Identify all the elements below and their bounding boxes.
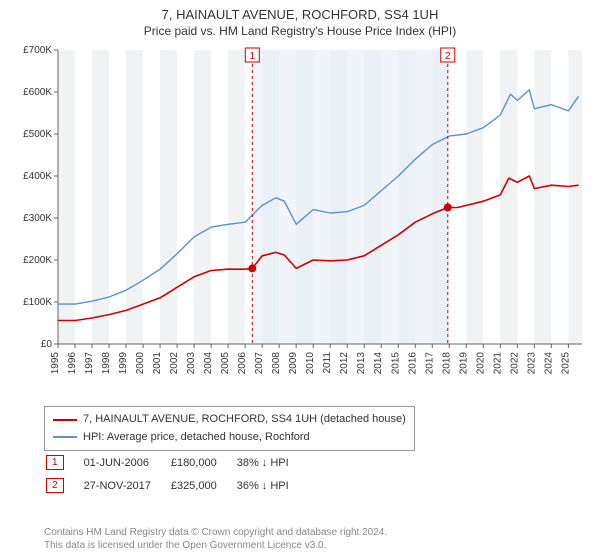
svg-text:2025: 2025 <box>560 352 571 375</box>
svg-text:2013: 2013 <box>356 352 367 375</box>
svg-text:2011: 2011 <box>322 352 333 374</box>
legend-swatch <box>53 419 77 421</box>
svg-text:2018: 2018 <box>441 352 452 375</box>
svg-text:2019: 2019 <box>458 352 469 375</box>
chart-title: 7, HAINAULT AVENUE, ROCHFORD, SS4 1UH <box>0 0 600 24</box>
svg-text:£700K: £700K <box>23 45 52 56</box>
svg-text:1996: 1996 <box>67 352 78 375</box>
svg-text:1997: 1997 <box>84 352 95 375</box>
chart-svg: £0 £100K £200K £300K £400K £500K £600K £700K 199… <box>12 44 588 394</box>
svg-text:2022: 2022 <box>509 352 520 375</box>
svg-text:2024: 2024 <box>543 352 554 375</box>
svg-text:2015: 2015 <box>390 352 401 375</box>
svg-text:1999: 1999 <box>118 352 129 375</box>
marker-badge: 1 <box>46 455 64 470</box>
svg-text:£200K: £200K <box>23 255 52 266</box>
marker-diff: 38% ↓ HPI <box>237 452 307 473</box>
svg-text:2017: 2017 <box>424 352 435 375</box>
svg-text:£400K: £400K <box>23 171 52 182</box>
svg-text:2016: 2016 <box>407 352 418 375</box>
svg-text:£0: £0 <box>41 339 53 350</box>
svg-text:1998: 1998 <box>101 352 112 375</box>
svg-text:2000: 2000 <box>135 352 146 375</box>
marker-row: 2 27-NOV-2017 £325,000 36% ↓ HPI <box>46 475 307 496</box>
svg-text:2008: 2008 <box>271 352 282 375</box>
legend-swatch <box>53 436 77 438</box>
marker-date: 01-JUN-2006 <box>84 452 169 473</box>
svg-text:2003: 2003 <box>186 352 197 375</box>
marker-date: 27-NOV-2017 <box>84 475 169 496</box>
svg-text:2007: 2007 <box>254 352 265 375</box>
svg-text:2001: 2001 <box>152 352 163 375</box>
marker-diff: 36% ↓ HPI <box>237 475 307 496</box>
footer-line: This data is licensed under the Open Gov… <box>44 539 387 552</box>
svg-text:2021: 2021 <box>492 352 503 375</box>
svg-text:£500K: £500K <box>23 129 52 140</box>
marker-table: 1 01-JUN-2006 £180,000 38% ↓ HPI 2 27-NO… <box>44 450 309 498</box>
marker-price: £325,000 <box>171 475 235 496</box>
svg-text:2005: 2005 <box>220 352 231 375</box>
marker-row: 1 01-JUN-2006 £180,000 38% ↓ HPI <box>46 452 307 473</box>
svg-text:£600K: £600K <box>23 87 52 98</box>
svg-text:2006: 2006 <box>237 352 248 375</box>
svg-text:2014: 2014 <box>373 352 384 375</box>
svg-text:£100K: £100K <box>23 297 52 308</box>
svg-text:2010: 2010 <box>305 352 316 375</box>
svg-text:2: 2 <box>445 51 451 62</box>
svg-text:2012: 2012 <box>339 352 350 375</box>
svg-text:2004: 2004 <box>203 352 214 375</box>
svg-text:1995: 1995 <box>50 352 61 375</box>
footer-line: Contains HM Land Registry data © Crown c… <box>44 526 387 539</box>
marker-price: £180,000 <box>171 452 235 473</box>
chart-area: £0 £100K £200K £300K £400K £500K £600K £700K 199… <box>12 44 588 394</box>
svg-text:2023: 2023 <box>526 352 537 375</box>
footer-attribution: Contains HM Land Registry data © Crown c… <box>44 526 387 552</box>
svg-text:2020: 2020 <box>475 352 486 375</box>
legend-label: HPI: Average price, detached house, Roch… <box>83 429 310 447</box>
legend-item: 7, HAINAULT AVENUE, ROCHFORD, SS4 1UH (d… <box>53 411 406 429</box>
svg-text:2009: 2009 <box>288 352 299 375</box>
legend-item: HPI: Average price, detached house, Roch… <box>53 429 406 447</box>
legend: 7, HAINAULT AVENUE, ROCHFORD, SS4 1UH (d… <box>44 406 415 451</box>
svg-text:1: 1 <box>250 51 256 62</box>
legend-label: 7, HAINAULT AVENUE, ROCHFORD, SS4 1UH (d… <box>83 411 406 429</box>
svg-text:£300K: £300K <box>23 213 52 224</box>
chart-subtitle: Price paid vs. HM Land Registry's House … <box>0 24 600 42</box>
marker-badge: 2 <box>46 478 64 493</box>
svg-text:2002: 2002 <box>169 352 180 375</box>
